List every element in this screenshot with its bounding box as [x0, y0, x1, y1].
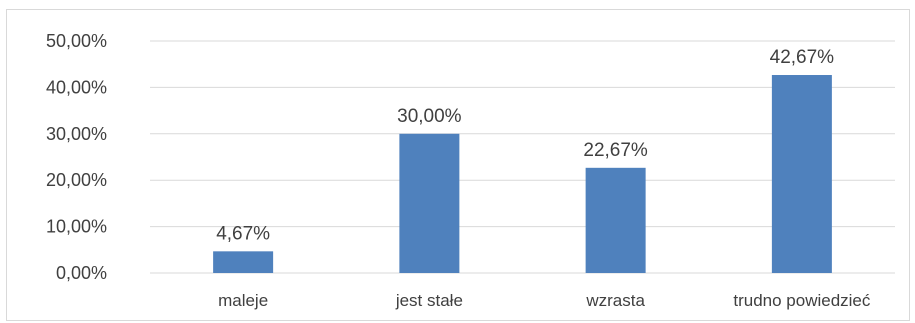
data-label: 30,00%	[397, 106, 462, 127]
gridlines	[150, 40, 895, 274]
x-category-label: maleje	[218, 291, 268, 310]
bar	[585, 167, 646, 273]
x-axis-labels: maleje jest stałe wzrasta trudno powiedzieć	[218, 291, 871, 310]
data-label: 22,67%	[583, 140, 648, 161]
data-label: 42,67%	[770, 47, 835, 68]
y-tick-label: 30,00%	[46, 124, 107, 144]
y-axis-ticks: 0,00% 10,00% 20,00% 30,00% 40,00% 50,00%	[46, 31, 107, 283]
bar	[213, 251, 274, 273]
y-tick-label: 10,00%	[46, 217, 107, 237]
data-label: 4,67%	[216, 223, 270, 244]
bar	[399, 133, 460, 273]
y-tick-label: 20,00%	[46, 170, 107, 190]
x-category-label: trudno powiedzieć	[733, 291, 871, 310]
x-category-label: wzrasta	[585, 291, 645, 310]
y-tick-label: 40,00%	[46, 77, 107, 97]
data-labels: 4,67% 30,00% 22,67% 42,67%	[216, 47, 834, 244]
bars	[213, 75, 832, 273]
y-tick-label: 50,00%	[46, 31, 107, 51]
bar	[771, 75, 832, 273]
x-category-label: jest stałe	[395, 291, 463, 310]
y-tick-label: 0,00%	[56, 263, 107, 283]
